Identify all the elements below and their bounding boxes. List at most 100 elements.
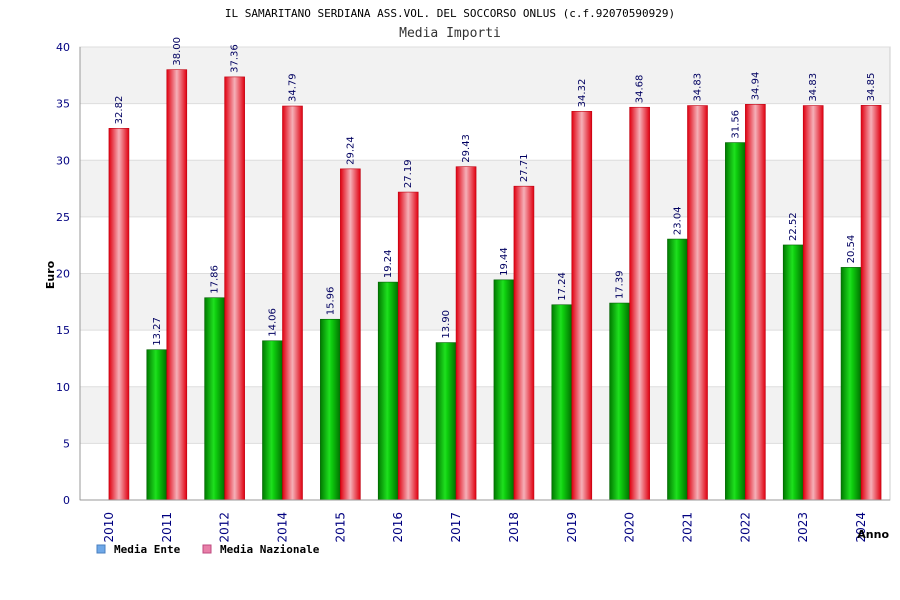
plot-band — [80, 47, 890, 104]
y-tick-label: 5 — [63, 437, 70, 450]
y-axis-label: Euro — [44, 260, 57, 289]
bar-media-nazionale — [629, 106, 650, 501]
value-label: 27.19 — [403, 159, 414, 188]
value-label: 29.43 — [461, 134, 472, 163]
bar-media-nazionale — [571, 111, 593, 501]
value-label: 34.32 — [577, 79, 588, 108]
y-tick-label: 0 — [63, 494, 70, 507]
plot-band — [80, 160, 890, 217]
plot-band — [80, 103, 890, 161]
value-label: 37.36 — [230, 44, 241, 73]
bars — [108, 69, 882, 501]
plot-band — [80, 386, 890, 444]
plot-band — [80, 443, 890, 500]
bar-media-nazionale — [166, 69, 188, 501]
value-label: 34.68 — [635, 75, 646, 104]
value-label: 22.52 — [788, 212, 799, 241]
plot-band — [80, 216, 890, 274]
x-tick-label: 2022 — [738, 512, 752, 543]
bar-media-ente — [435, 342, 457, 501]
bar-media-ente — [840, 267, 862, 501]
value-label: 27.71 — [519, 154, 530, 183]
legend: Media Ente Media Nazionale — [96, 543, 320, 556]
bar-media-ente — [667, 238, 688, 501]
x-tick-label: 2015 — [333, 512, 347, 543]
x-tick-label: 2017 — [449, 512, 463, 543]
value-label: 34.79 — [288, 73, 299, 102]
value-label: 14.06 — [268, 308, 279, 337]
value-label: 23.04 — [673, 206, 684, 235]
bar-media-nazionale — [513, 185, 535, 501]
value-label: 32.82 — [114, 96, 125, 125]
bar-media-ente — [725, 142, 746, 501]
bar-media-nazionale — [745, 104, 766, 501]
chart-subtitle: Media Importi — [399, 26, 501, 41]
y-tick-label: 25 — [56, 211, 70, 224]
x-tick-label: 2020 — [623, 512, 637, 543]
value-label: 29.24 — [345, 136, 356, 165]
bar-media-ente — [782, 244, 804, 501]
y-tick-label: 20 — [56, 268, 70, 281]
bar-media-ente — [262, 340, 283, 501]
value-label: 31.56 — [730, 110, 741, 139]
x-tick-label: 2012 — [218, 512, 232, 543]
value-label: 13.27 — [152, 317, 163, 346]
legend-swatch-media-ente — [96, 544, 106, 554]
x-tick-label: 2014 — [276, 512, 290, 543]
value-label: 20.54 — [846, 235, 857, 264]
value-label: 38.00 — [172, 37, 183, 66]
bar-media-ente — [146, 349, 168, 501]
y-tick-label: 10 — [56, 381, 70, 394]
chart-title: IL SAMARITANO SERDIANA ASS.VOL. DEL SOCC… — [225, 7, 675, 20]
bar-media-nazionale — [108, 128, 130, 501]
y-tick-label: 35 — [56, 98, 70, 111]
x-tick-label: 2023 — [796, 512, 810, 543]
value-label: 34.83 — [693, 73, 704, 102]
bar-media-ente — [377, 281, 399, 501]
bar-media-ente — [493, 279, 515, 501]
plot-band — [80, 330, 890, 387]
bar-media-ente — [609, 302, 630, 501]
value-label: 34.94 — [750, 72, 761, 101]
y-tick-label: 30 — [56, 154, 70, 167]
y-tick-label: 15 — [56, 324, 70, 337]
value-label: 34.85 — [866, 73, 877, 102]
bar-media-ente — [204, 297, 225, 501]
y-tick-label: 40 — [56, 41, 70, 54]
x-tick-label: 2019 — [565, 512, 579, 543]
bar-media-nazionale — [455, 166, 477, 501]
x-tick-label: 2021 — [681, 512, 695, 543]
legend-swatch-media-nazionale — [202, 544, 212, 554]
bar-media-nazionale — [802, 105, 824, 501]
bar-media-ente — [551, 304, 573, 501]
value-label: 34.83 — [808, 73, 819, 102]
x-tick-label: 2016 — [391, 512, 405, 543]
legend-label-media-ente: Media Ente — [114, 543, 181, 556]
x-tick-label: 2010 — [102, 512, 116, 543]
value-label: 17.86 — [210, 265, 221, 294]
legend-label-media-nazionale: Media Nazionale — [220, 543, 320, 556]
bar-media-ente — [320, 318, 341, 501]
x-tick-label: 2024 — [854, 512, 868, 543]
x-tick-label: 2018 — [507, 512, 521, 543]
value-label: 17.39 — [615, 270, 626, 299]
bar-media-nazionale — [282, 105, 303, 501]
y-axis: 0 5 10 15 20 25 30 35 40 — [56, 41, 81, 507]
x-axis-label: Anno — [857, 528, 889, 541]
x-tick-label: 2011 — [160, 512, 174, 543]
value-label: 13.90 — [441, 310, 452, 339]
x-axis: 2010 2011 2012 2014 2015 2016 2017 2018 2019 2020… — [80, 499, 890, 543]
bar-media-nazionale — [340, 168, 361, 501]
value-label: 17.24 — [557, 272, 568, 301]
value-label: 15.96 — [325, 287, 336, 316]
value-label: 19.24 — [383, 249, 394, 278]
bar-media-nazionale — [860, 105, 882, 501]
bar-media-nazionale — [224, 76, 245, 501]
plot-band — [80, 273, 890, 331]
bar-media-nazionale — [397, 191, 419, 501]
value-labels: 13.27 17.86 14.06 15.96 19.24 13.90 19.44 17.24… — [114, 37, 877, 346]
value-label: 19.44 — [499, 247, 510, 276]
bar-media-nazionale — [687, 105, 708, 501]
